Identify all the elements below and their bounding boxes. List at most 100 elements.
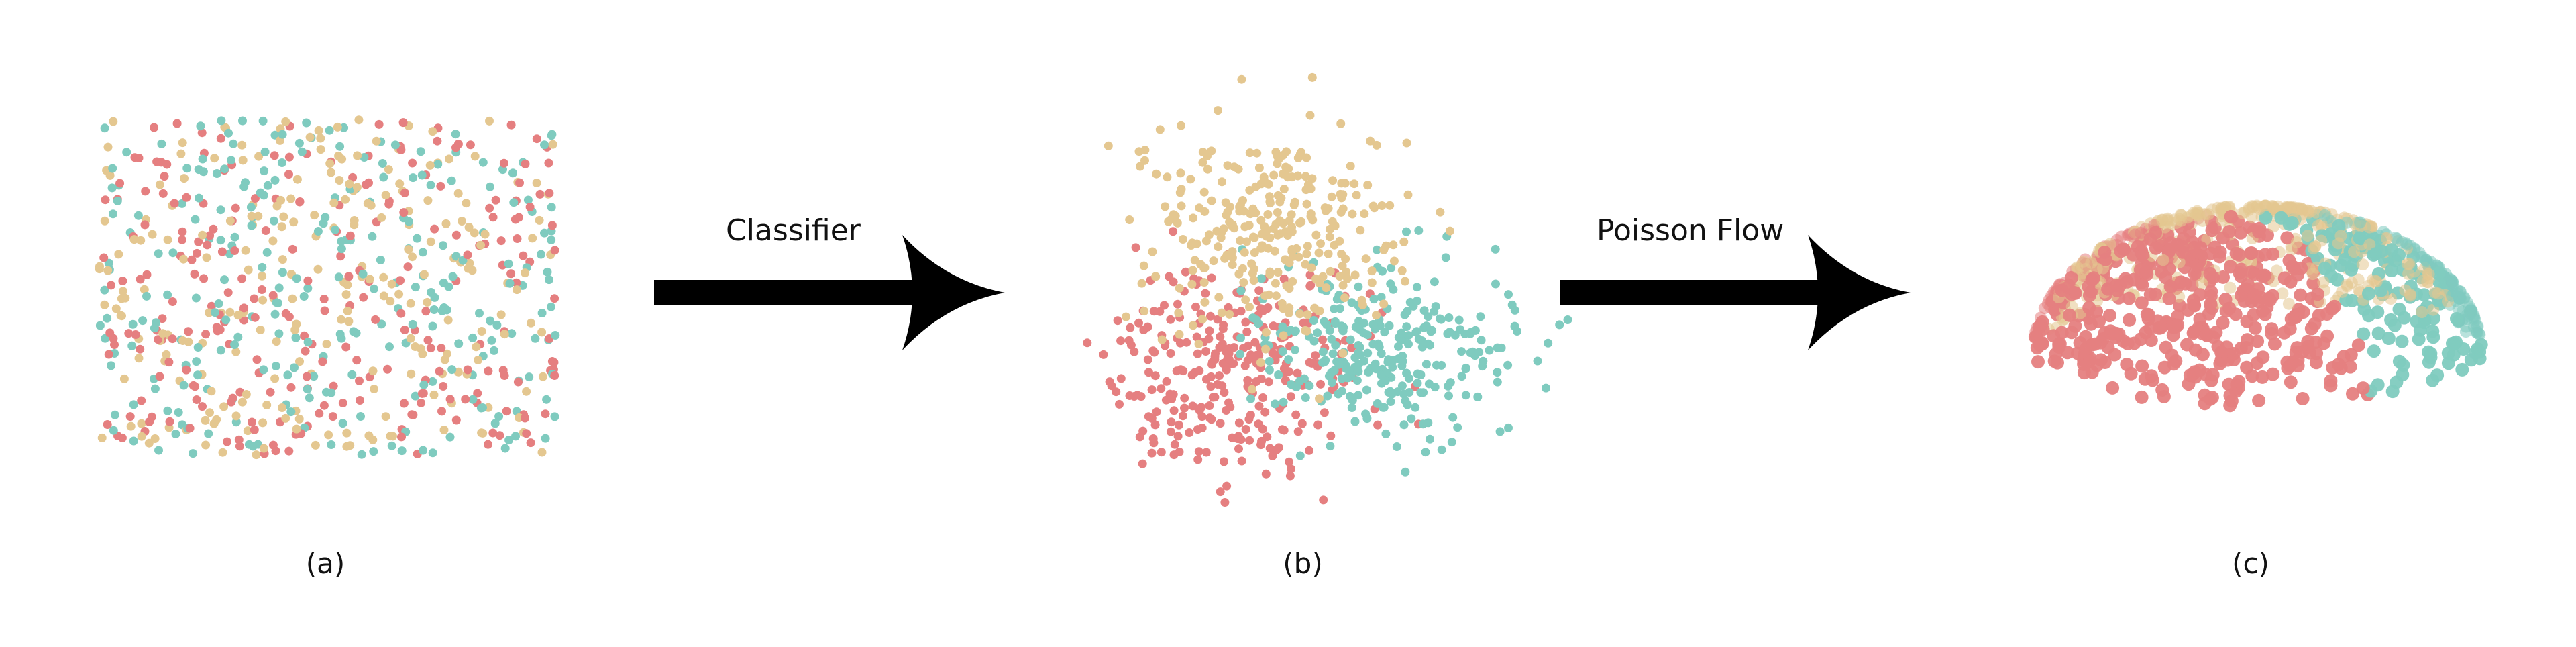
scatter-point [341, 290, 351, 299]
scatter-point [1223, 161, 1232, 170]
scatter-point [2267, 220, 2280, 233]
scatter-point [1264, 377, 1273, 387]
scatter-point [419, 380, 429, 389]
scatter-point [1268, 451, 1277, 460]
scatter-point [1143, 355, 1152, 364]
scatter-point [437, 306, 447, 315]
scatter-point [2431, 266, 2445, 281]
scatter-point [163, 406, 172, 415]
scatter-point [1245, 436, 1254, 445]
scatter-point [541, 409, 550, 419]
scatter-point [400, 326, 409, 334]
scatter-point [1185, 428, 1194, 437]
scatter-point [119, 374, 129, 383]
scatter-point [343, 280, 352, 289]
scatter-point [1311, 351, 1320, 360]
scatter-point [1404, 340, 1413, 349]
scatter-point [423, 196, 433, 205]
scatter-point [2341, 216, 2353, 229]
scatter-point [290, 363, 299, 372]
scatter-point [2224, 281, 2237, 294]
scatter-point [383, 364, 392, 374]
scatter-point [327, 440, 336, 449]
scatter-point [1293, 171, 1303, 181]
scatter-point [504, 436, 514, 445]
scatter-point [551, 331, 560, 340]
scatter-point [1230, 343, 1238, 352]
scatter-point [1279, 331, 1288, 340]
scatter-point [1402, 322, 1411, 332]
scatter-point [199, 167, 208, 177]
scatter-point [1337, 193, 1346, 203]
scatter-point [470, 228, 479, 238]
scatter-point [400, 188, 409, 197]
scatter-point [1351, 322, 1360, 332]
scatter-point [486, 182, 494, 191]
scatter-point [433, 136, 442, 146]
scatter-point [342, 428, 352, 438]
scatter-point [1237, 74, 1246, 84]
scatter-point [523, 195, 533, 205]
scatter-point [1236, 333, 1245, 342]
scatter-point [117, 433, 127, 442]
scatter-point [263, 181, 272, 190]
scatter-point [419, 270, 429, 279]
scatter-point [535, 215, 544, 225]
scatter-point [114, 250, 123, 259]
scatter-point [1258, 393, 1268, 402]
scatter-point [1173, 299, 1182, 309]
scatter-point [1215, 371, 1224, 381]
scatter-point [513, 234, 522, 243]
scatter-point [1346, 162, 1355, 171]
scatter-point [1205, 413, 1214, 423]
scatter-point [150, 434, 160, 443]
scatter-point [1326, 224, 1335, 234]
scatter-point [1220, 498, 1230, 507]
scatter-point [1295, 309, 1305, 319]
scatter-point [1311, 230, 1321, 240]
scatter-point [256, 326, 265, 334]
scatter-point [2061, 281, 2075, 295]
scatter-point [100, 123, 109, 133]
scatter-point [258, 271, 267, 281]
scatter-point [1178, 235, 1187, 244]
scatter-point [1152, 169, 1161, 179]
scatter-point [1200, 207, 1210, 216]
scatter-point [1206, 372, 1216, 381]
scatter-point [250, 313, 260, 322]
scatter-point [1358, 328, 1368, 338]
scatter-point [209, 419, 219, 428]
scatter-point [379, 291, 388, 301]
scatter-point [1448, 413, 1458, 422]
scatter-point [2086, 271, 2100, 285]
scatter-point [1250, 233, 1259, 242]
scatter-point [278, 268, 287, 277]
scatter-point [2320, 329, 2334, 343]
scatter-point [2317, 276, 2330, 289]
scatter-point [1273, 208, 1282, 217]
scatter-point [1403, 190, 1413, 199]
scatter-point [352, 183, 362, 192]
scatter-point [1116, 336, 1126, 346]
scatter-point [1214, 242, 1223, 252]
scatter-point [118, 277, 127, 285]
scatter-point [1274, 370, 1283, 379]
scatter-point [478, 158, 488, 167]
scatter-point [1347, 403, 1356, 412]
scatter-point [387, 441, 396, 450]
scatter-point [440, 355, 449, 364]
scatter-point [154, 249, 163, 258]
scatter-point [1457, 347, 1466, 356]
scatter-point [1144, 368, 1153, 377]
scatter-point [1241, 295, 1250, 305]
scatter-point [1444, 381, 1453, 391]
scatter-point [117, 294, 126, 303]
scatter-point [1377, 201, 1387, 210]
scatter-point [527, 318, 535, 328]
scatter-point [2215, 203, 2227, 215]
scatter-point [548, 140, 557, 149]
scatter-point [326, 168, 335, 177]
scatter-point [2110, 283, 2125, 297]
scatter-point [1243, 375, 1252, 385]
scatter-point [271, 362, 280, 370]
